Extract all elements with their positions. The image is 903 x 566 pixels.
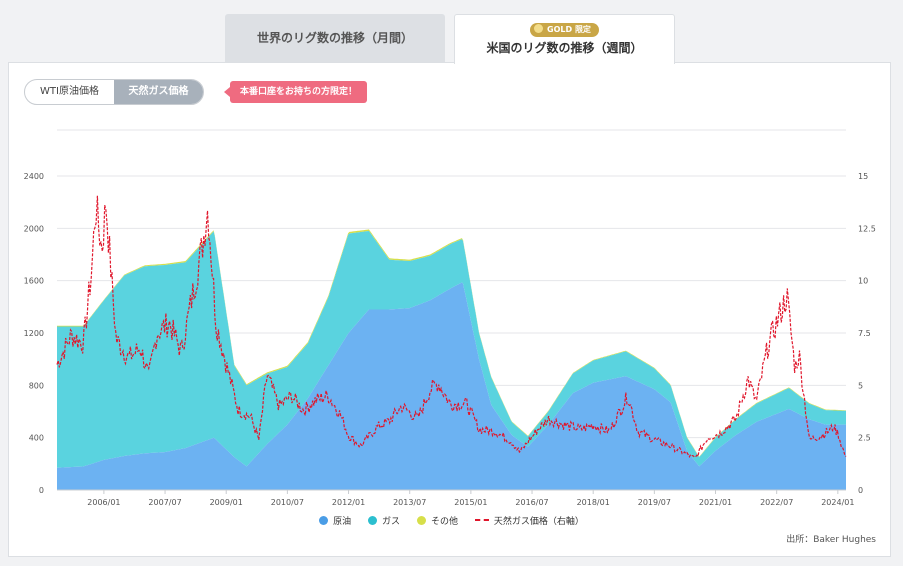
y-axis-right: 0 2.5 5 7.5 10 12.5 15	[858, 172, 876, 495]
chart-legend: 原油 ガス その他 天然ガス価格（右軸）	[0, 514, 903, 527]
x-tick-label: 2007/07	[148, 498, 181, 507]
x-tick-label: 2022/07	[760, 498, 793, 507]
x-tick-label: 2015/01	[454, 498, 487, 507]
y-right-tick-label: 10	[858, 277, 868, 286]
x-tick-label: 2019/07	[638, 498, 671, 507]
gas-price-line	[56, 195, 847, 459]
tab-monthly-label: 世界のリグ数の推移（月間）	[256, 31, 413, 45]
legend-gas-price-marker	[474, 519, 489, 521]
legend-gas-marker	[368, 516, 378, 525]
y-left-tick-label: 1200	[24, 329, 44, 338]
legend-item-other[interactable]: その他	[416, 514, 458, 527]
gold-badge: GOLD 限定	[530, 23, 599, 37]
y-right-tick-label: 0	[858, 486, 863, 495]
y-left-tick-label: 0	[39, 486, 44, 495]
gold-badge-label: GOLD 限定	[547, 25, 591, 34]
y-right-tick-label: 12.5	[858, 224, 876, 233]
toggle-natural-gas-option[interactable]: 天然ガス価格	[114, 80, 203, 104]
legend-gas-label: ガス	[382, 517, 401, 527]
x-tick-label: 2010/07	[271, 498, 304, 507]
y-axis-left: 0 400 800 1200 1600 2000 2400	[24, 172, 44, 495]
y-right-tick-label: 15	[858, 172, 868, 181]
tab-weekly-label: 米国のリグ数の推移（週間）	[486, 41, 643, 55]
y-right-tick-label: 5	[858, 381, 863, 390]
source-credit: 出所：Baker Hughes	[786, 535, 876, 545]
y-left-tick-label: 2400	[24, 172, 44, 181]
area-gas	[57, 231, 846, 468]
tab-weekly-us-rig-count[interactable]: GOLD 限定 米国のリグ数の推移（週間）	[454, 14, 675, 64]
y-right-tick-label: 2.5	[858, 434, 871, 443]
x-tick-label: 2013/07	[393, 498, 426, 507]
gold-coin-icon	[534, 24, 544, 33]
y-right-tick-label: 7.5	[858, 329, 871, 338]
x-axis: 2006/01 2007/07 2009/01 2010/07 2012/01 2013/…	[57, 489, 854, 507]
live-account-notice: 本番口座をお持ちの方限定！	[223, 81, 368, 103]
x-tick-label: 2012/01	[332, 498, 365, 507]
legend-item-gas[interactable]: ガス	[368, 514, 400, 527]
legend-gas-price-label: 天然ガス価格（右軸）	[493, 517, 584, 527]
y-left-tick-label: 400	[29, 434, 44, 443]
x-tick-label: 2018/01	[577, 498, 610, 507]
area-oil	[57, 282, 846, 490]
x-tick-label: 2009/01	[210, 498, 243, 507]
tab-monthly-world-rig-count[interactable]: 世界のリグ数の推移（月間）	[225, 14, 445, 62]
legend-other-marker	[416, 516, 426, 525]
y-left-tick-label: 800	[29, 381, 44, 390]
y-left-tick-label: 2000	[24, 224, 44, 233]
x-tick-label: 2016/07	[515, 498, 548, 507]
y-left-tick-label: 1600	[24, 277, 44, 286]
x-tick-label: 2024/01	[821, 498, 854, 507]
legend-item-gas-price[interactable]: 天然ガス価格（右軸）	[474, 514, 584, 527]
price-series-toggle: WTI原油価格 天然ガス価格	[24, 79, 204, 105]
x-tick-label: 2021/01	[699, 498, 732, 507]
area-series	[57, 229, 846, 490]
legend-oil-label: 原油	[333, 517, 352, 527]
x-tick-label: 2006/01	[87, 498, 120, 507]
legend-other-label: その他	[430, 517, 458, 527]
legend-oil-marker	[319, 516, 329, 525]
toggle-wti-option[interactable]: WTI原油価格	[40, 86, 99, 97]
legend-item-oil[interactable]: 原油	[319, 514, 351, 527]
price-line-series	[56, 195, 847, 459]
